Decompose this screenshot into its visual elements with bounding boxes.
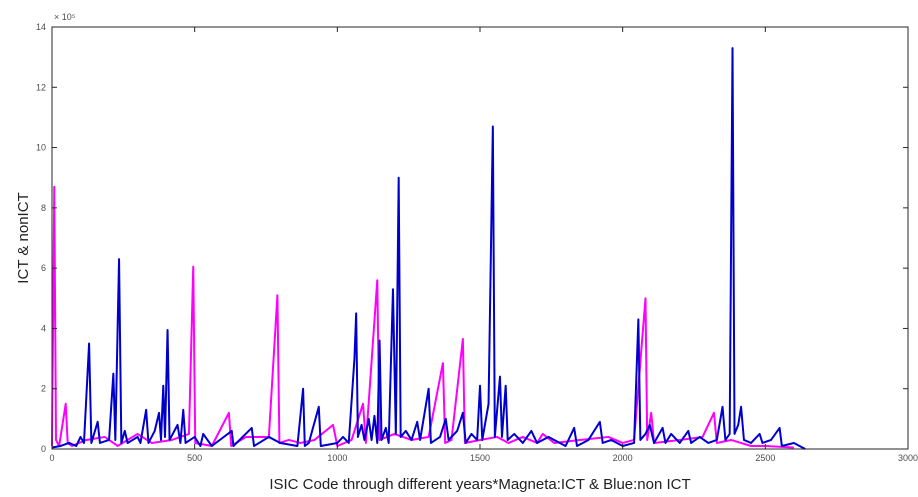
x-tick-label: 2500 [755, 453, 775, 463]
x-tick-label: 1500 [470, 453, 490, 463]
series-line-non-ict [51, 47, 806, 450]
x-tick-label: 0 [49, 453, 54, 463]
y-tick-label: 2 [41, 384, 46, 394]
x-axis-title: ISIC Code through different years*Magnet… [269, 476, 690, 493]
x-tick-label: 1000 [327, 453, 347, 463]
y-tick-label: 0 [41, 444, 46, 454]
x-tick-label: 2000 [613, 453, 633, 463]
y-tick-label: 12 [36, 82, 46, 92]
x-tick-label: 3000 [898, 453, 918, 463]
y-axis-ticks: 0 2 4 6 8 10 12 14 [36, 22, 908, 454]
x-tick-label: 500 [187, 453, 202, 463]
y-tick-label: 4 [41, 323, 46, 333]
y-exponent-label: × 10⁵ [54, 12, 76, 22]
y-tick-label: 14 [36, 22, 46, 32]
y-axis-title: ICT & nonICT [15, 192, 32, 283]
x-axis-ticks: 0 500 1000 1500 2000 2500 3000 [49, 27, 918, 463]
y-tick-label: 8 [41, 203, 46, 213]
y-tick-label: 10 [36, 143, 46, 153]
series-layer [51, 47, 806, 450]
y-tick-label: 6 [41, 263, 46, 273]
